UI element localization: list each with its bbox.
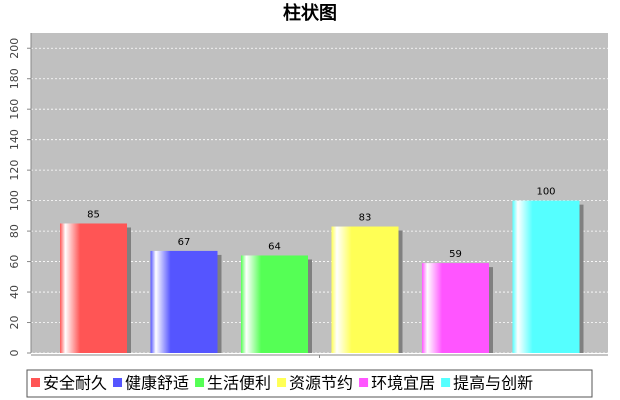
bar [512,200,580,353]
y-tick-label: 20 [8,316,21,330]
value-label: 100 [536,187,555,198]
y-tick-label: 200 [8,38,21,59]
y-tick-label: 120 [8,160,21,181]
y-tick-label: 60 [8,255,21,269]
y-tick-label: 140 [8,129,21,150]
legend-swatch [277,378,287,387]
value-label: 83 [359,213,372,224]
legend-label: 安全耐久 [43,374,107,393]
value-label: 85 [87,209,100,220]
legend-swatch [359,378,369,387]
y-tick-label: 160 [8,99,21,120]
legend-swatch [31,378,40,387]
legend-swatch [195,378,205,387]
bar [331,226,399,353]
legend-swatch [441,378,451,387]
legend-label: 生活便利 [207,374,271,393]
bar [60,223,127,353]
legend-swatch [113,378,123,387]
value-label: 59 [449,249,462,260]
legend-label: 环境宜居 [371,374,435,393]
bar [422,263,489,353]
y-tick-label: 0 [8,350,21,357]
legend-label: 健康舒适 [125,374,189,393]
value-label: 67 [178,237,191,248]
bar [241,255,308,353]
legend-label: 提高与创新 [453,374,533,393]
y-tick-label: 80 [8,224,21,238]
y-tick-label: 40 [8,285,21,299]
legend-label: 资源节约 [289,374,353,393]
bar [150,250,218,353]
value-label: 64 [268,241,281,252]
y-tick-label: 100 [8,190,21,211]
y-tick-label: 180 [8,68,21,89]
chart-title: 柱状图 [283,2,337,24]
